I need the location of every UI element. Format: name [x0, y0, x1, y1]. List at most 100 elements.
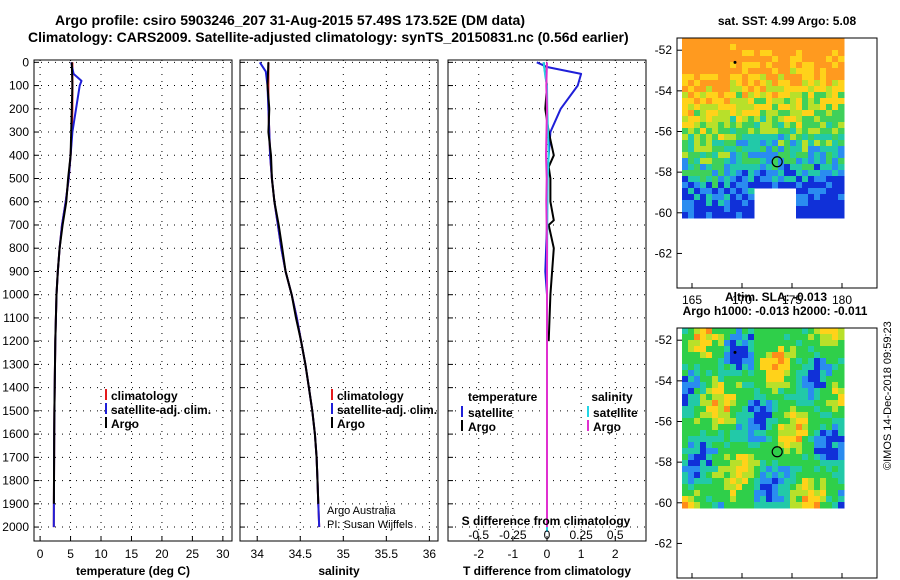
- map-ytick-label-sst_map: -54: [655, 84, 673, 98]
- map-cell: [766, 134, 773, 141]
- map-cell: [796, 334, 803, 341]
- map-cell: [778, 56, 785, 63]
- map-cell: [730, 412, 737, 419]
- map-cell: [820, 50, 827, 57]
- map-cell: [766, 394, 773, 401]
- map-cell: [838, 116, 845, 123]
- map-cell: [760, 182, 767, 189]
- map-cell: [742, 104, 749, 111]
- map-cell: [754, 340, 761, 347]
- map-cell: [742, 116, 749, 123]
- map-cell: [706, 388, 713, 395]
- map-cell: [784, 104, 791, 111]
- map-cell: [706, 62, 713, 69]
- map-cell: [820, 182, 827, 189]
- map-cell: [772, 128, 779, 135]
- map-cell: [730, 448, 737, 455]
- ytick-label-pressure: 200: [9, 102, 29, 116]
- map-cell: [784, 376, 791, 383]
- map-cell: [826, 116, 833, 123]
- map-cell: [790, 334, 797, 341]
- map-cell: [778, 146, 785, 153]
- map-cell: [760, 376, 767, 383]
- map-cell: [688, 44, 695, 51]
- map-cell: [712, 206, 719, 213]
- map-cell: [712, 340, 719, 347]
- map-cell: [748, 158, 755, 165]
- map-cell: [760, 340, 767, 347]
- map-cell: [700, 460, 707, 467]
- map-cell: [694, 212, 701, 219]
- map-cell: [694, 176, 701, 183]
- map-cell: [700, 80, 707, 87]
- map-cell: [724, 376, 731, 383]
- map-cell: [730, 346, 737, 353]
- map-cell: [808, 346, 815, 353]
- map-cell: [718, 358, 725, 365]
- map-cell: [826, 460, 833, 467]
- map-cell: [724, 394, 731, 401]
- ytick-label-pressure: 800: [9, 241, 29, 255]
- map-cell: [826, 152, 833, 159]
- map-cell: [772, 436, 779, 443]
- map-cell: [706, 502, 713, 509]
- map-cell: [700, 86, 707, 93]
- map-cell: [808, 62, 815, 69]
- map-cell: [838, 364, 845, 371]
- map-cell: [736, 334, 743, 341]
- map-cell: [808, 98, 815, 105]
- map-cell: [838, 328, 845, 335]
- map-cell: [700, 382, 707, 389]
- map-cell: [742, 74, 749, 81]
- map-cell: [694, 346, 701, 353]
- map-cell: [826, 328, 833, 335]
- map-cell: [760, 68, 767, 75]
- map-cell: [820, 104, 827, 111]
- map-cell: [772, 364, 779, 371]
- map-cell: [820, 352, 827, 359]
- map-cell: [766, 56, 773, 63]
- map-cell: [694, 62, 701, 69]
- map-cell: [736, 466, 743, 473]
- map-cell: [718, 194, 725, 201]
- map-cell: [772, 400, 779, 407]
- map-cell: [820, 328, 827, 335]
- map-cell: [712, 364, 719, 371]
- map-cell: [826, 406, 833, 413]
- map-cell: [814, 448, 821, 455]
- map-cell: [736, 92, 743, 99]
- map-cell: [784, 490, 791, 497]
- map-cell: [814, 104, 821, 111]
- map-cell: [718, 430, 725, 437]
- map-cell: [808, 146, 815, 153]
- map-cell: [784, 418, 791, 425]
- map-cell: [730, 146, 737, 153]
- map-cell: [784, 454, 791, 461]
- map-cell: [730, 50, 737, 57]
- map-cell: [808, 472, 815, 479]
- map-cell: [742, 152, 749, 159]
- xlabel-temperature: temperature (deg C): [76, 564, 190, 578]
- map-cell: [826, 424, 833, 431]
- map-cell: [772, 152, 779, 159]
- map-cell: [718, 182, 725, 189]
- map-cell: [682, 448, 689, 455]
- map-cell: [814, 490, 821, 497]
- map-cell: [700, 176, 707, 183]
- map-cell: [784, 158, 791, 165]
- map-cell: [796, 400, 803, 407]
- map-cell: [688, 38, 695, 45]
- map-cell: [736, 472, 743, 479]
- map-cell: [790, 358, 797, 365]
- map-cell: [730, 152, 737, 159]
- map-cell: [688, 466, 695, 473]
- map-cell: [802, 388, 809, 395]
- map-cell: [826, 490, 833, 497]
- map-cell: [694, 194, 701, 201]
- map-cell: [754, 490, 761, 497]
- map-cell: [688, 472, 695, 479]
- map-cell: [724, 164, 731, 171]
- map-cell: [802, 454, 809, 461]
- map-cell: [712, 472, 719, 479]
- map-cell: [838, 418, 845, 425]
